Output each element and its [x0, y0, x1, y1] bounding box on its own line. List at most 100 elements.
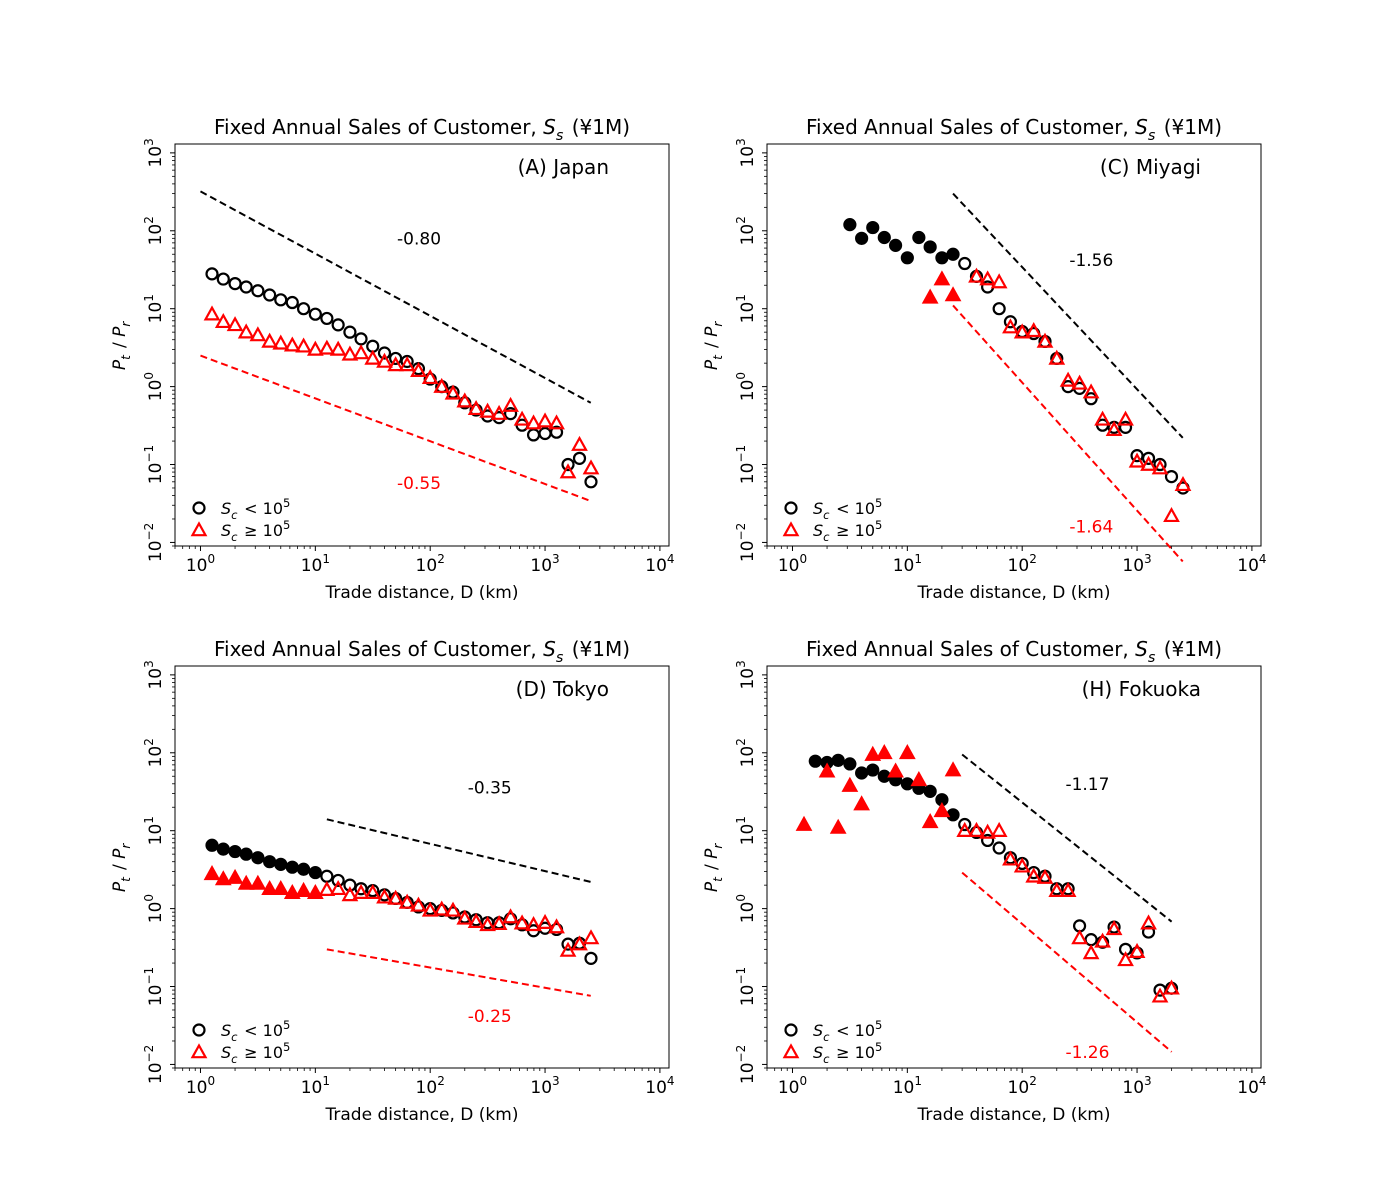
plot-area-frame — [174, 665, 670, 1069]
data-point-circle — [216, 272, 230, 286]
data-point-circle — [935, 251, 949, 265]
data-point-triangle — [352, 344, 370, 360]
data-point-circle — [912, 230, 926, 245]
data-point-triangle — [1036, 332, 1054, 348]
data-point-triangle — [548, 414, 565, 430]
data-point-circle — [274, 857, 288, 871]
data-point-circle — [900, 251, 914, 265]
data-point-triangle — [1094, 932, 1111, 948]
fit-slope-label-red: -0.25 — [468, 1007, 512, 1027]
data-point-circle — [343, 325, 357, 339]
legend-marker-triangle — [190, 1043, 208, 1059]
x-axis-label: Trade distance, D (km) — [325, 583, 519, 603]
data-point-circle — [855, 231, 869, 245]
data-point-triangle — [467, 912, 485, 928]
data-point-circle — [216, 842, 230, 856]
data-point-circle — [843, 218, 857, 232]
data-point-circle — [958, 256, 972, 271]
data-point-triangle — [921, 288, 939, 304]
data-point-circle — [958, 817, 972, 832]
legend-marker-circle — [192, 1023, 206, 1037]
data-point-circle — [992, 841, 1006, 855]
panel-title: Fixed Annual Sales of Customer, Ss (¥1M) — [806, 115, 1222, 144]
data-point-triangle — [1163, 506, 1180, 523]
data-point-triangle — [341, 345, 359, 361]
data-point-triangle — [237, 323, 255, 339]
fit-line-black — [326, 818, 591, 883]
data-point-triangle — [387, 889, 404, 905]
data-point-triangle — [1059, 371, 1077, 387]
legend-label-large-customer: Sc ≥ 105 — [813, 1040, 884, 1066]
x-axis-label: Trade distance, D (km) — [917, 1105, 1111, 1125]
fit-slope-label-red: -0.55 — [397, 474, 441, 494]
data-point-triangle — [295, 881, 312, 897]
data-point-triangle — [1048, 881, 1066, 897]
data-point-circle — [888, 238, 903, 252]
data-point-triangle — [318, 339, 336, 355]
data-point-circle — [843, 757, 857, 771]
data-point-triangle — [1082, 944, 1100, 960]
panel-title: Fixed Annual Sales of Customer, Ss (¥1M) — [214, 115, 630, 144]
data-point-triangle — [387, 356, 404, 372]
data-point-circle — [296, 862, 311, 876]
data-point-triangle — [968, 821, 985, 838]
data-point-triangle — [295, 337, 312, 353]
data-point-circle — [866, 220, 880, 235]
data-point-triangle — [559, 941, 577, 957]
data-point-circle — [377, 346, 392, 360]
data-point-circle — [205, 267, 219, 281]
data-point-triangle — [933, 802, 951, 818]
y-tick-label: 10−1 — [734, 445, 758, 484]
data-point-triangle — [548, 918, 565, 934]
panel-label: (A) Japan — [518, 155, 609, 179]
data-point-triangle — [490, 914, 508, 931]
data-point-triangle — [410, 361, 427, 378]
panel-label: (H) Fokuoka — [1082, 677, 1201, 701]
panel-miyagi: Fixed Annual Sales of Customer, Ss (¥1M)… — [702, 115, 1267, 603]
y-axis-label: Pt / Pr — [702, 320, 725, 370]
data-point-triangle — [990, 821, 1008, 838]
data-point-circle — [946, 247, 960, 261]
data-point-circle — [503, 407, 518, 421]
legend-label-small-customer: Sc < 105 — [813, 496, 884, 522]
data-point-triangle — [536, 412, 554, 428]
data-point-circle — [1084, 392, 1098, 406]
legend-label-large-customer: Sc ≥ 105 — [221, 1040, 292, 1066]
panel-tokyo: Fixed Annual Sales of Customer, Ss (¥1M)… — [110, 637, 675, 1125]
plot-area-frame — [766, 665, 1262, 1069]
panel-title: Fixed Annual Sales of Customer, Ss (¥1M) — [214, 637, 630, 666]
x-axis-label: Trade distance, D (km) — [325, 1105, 519, 1125]
data-point-triangle — [283, 336, 301, 352]
data-point-triangle — [513, 410, 531, 426]
data-point-circle — [855, 766, 869, 780]
data-point-triangle — [1151, 459, 1169, 475]
data-point-triangle — [261, 879, 279, 896]
data-point-triangle — [249, 326, 267, 342]
data-point-triangle — [1002, 850, 1019, 866]
data-point-triangle — [329, 879, 347, 896]
fit-slope-label-black: -1.56 — [1069, 251, 1113, 271]
data-point-triangle — [864, 745, 882, 761]
data-point-circle — [274, 293, 288, 307]
data-point-triangle — [306, 883, 324, 900]
data-point-circle — [1164, 469, 1179, 484]
data-point-circle — [808, 754, 822, 768]
data-point-triangle — [1048, 349, 1066, 365]
fit-line-red — [961, 871, 1173, 1053]
fit-line-red — [200, 354, 592, 502]
data-point-triangle — [214, 870, 232, 886]
data-point-triangle — [1151, 987, 1169, 1003]
fit-slope-label-black: -1.17 — [1065, 775, 1109, 795]
legend-marker-triangle — [782, 1043, 800, 1059]
legend-label-small-customer: Sc < 105 — [221, 1018, 292, 1044]
data-point-circle — [239, 280, 253, 294]
data-point-triangle — [226, 868, 244, 884]
fit-slope-label-red: -1.26 — [1065, 1043, 1109, 1063]
y-tick-label: 10−1 — [142, 967, 166, 1006]
data-point-circle — [1118, 420, 1133, 434]
data-point-circle — [308, 307, 322, 321]
fit-line-black — [200, 190, 592, 404]
data-point-triangle — [1013, 323, 1031, 339]
data-point-triangle — [1140, 914, 1157, 930]
data-point-triangle — [444, 384, 462, 400]
